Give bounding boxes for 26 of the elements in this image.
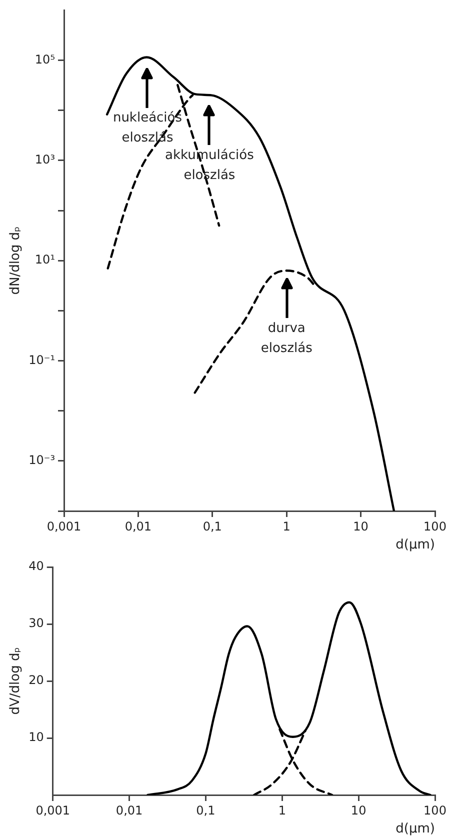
x-tick-label: 100 bbox=[424, 519, 446, 534]
x-tick-label: 0,001 bbox=[36, 803, 70, 818]
x-tick-label: 10 bbox=[350, 803, 366, 818]
x-tick-label: 10 bbox=[353, 519, 368, 534]
y-tick-label: 30 bbox=[28, 616, 44, 630]
y-tick-label: 40 bbox=[28, 559, 44, 574]
y-axis-title: dN/dlog dₚ bbox=[8, 226, 24, 295]
y-tick-label: 10 bbox=[28, 730, 44, 744]
y-axis-title: dV/dlog dₚ bbox=[8, 647, 24, 715]
y-tick-label: 10⁻¹ bbox=[28, 352, 56, 367]
x-axis-title: d(µm) bbox=[396, 538, 435, 553]
x-tick-label: 100 bbox=[424, 803, 446, 818]
x-tick-label: 0,01 bbox=[124, 519, 152, 534]
y-tick-label: 10⁵ bbox=[34, 52, 56, 66]
y-tick-label: 10⁻³ bbox=[28, 453, 56, 468]
x-tick-label: 1 bbox=[278, 803, 286, 818]
annotation: durva eloszlás bbox=[260, 321, 313, 356]
x-tick-label: 0,001 bbox=[46, 519, 82, 534]
y-tick-label: 20 bbox=[28, 673, 44, 688]
y-tick-label: 10³ bbox=[34, 152, 56, 167]
x-tick-label: 1 bbox=[282, 519, 290, 534]
x-tick-label: 0,1 bbox=[196, 803, 216, 818]
x-tick-label: 0,1 bbox=[202, 519, 222, 534]
x-axis-title: d(µm) bbox=[396, 822, 435, 837]
x-tick-label: 0,01 bbox=[116, 803, 143, 818]
y-tick-label: 10¹ bbox=[34, 252, 56, 267]
